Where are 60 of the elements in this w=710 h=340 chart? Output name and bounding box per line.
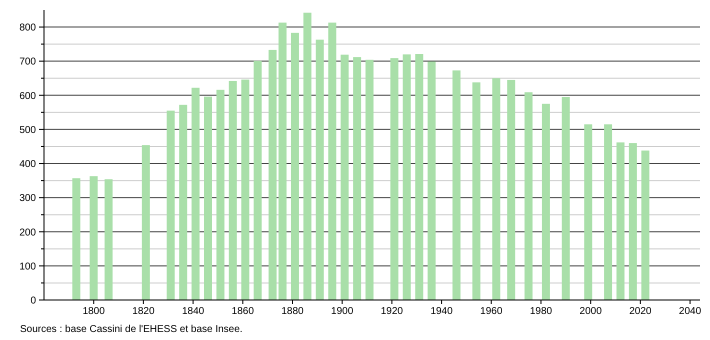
y-tick-label: 0 — [30, 296, 36, 306]
x-tick-label: 1840 — [182, 306, 205, 317]
x-tick-label: 1920 — [380, 306, 404, 317]
bar — [303, 12, 312, 300]
y-tick-label: 800 — [19, 22, 36, 34]
bar — [472, 82, 480, 300]
bar — [290, 32, 299, 300]
bar — [179, 104, 188, 300]
bar — [104, 179, 113, 300]
bar — [216, 90, 224, 300]
bar — [254, 60, 262, 300]
y-tick-label: 300 — [19, 193, 36, 204]
bar — [268, 50, 277, 300]
y-tick-label: 100 — [19, 261, 36, 272]
bar — [390, 58, 398, 300]
bar — [328, 22, 336, 300]
bar — [316, 40, 324, 300]
bar — [340, 54, 349, 300]
bar — [353, 57, 362, 300]
y-tick-label: 400 — [19, 159, 36, 170]
bar — [628, 143, 637, 300]
bar — [72, 178, 80, 300]
bar — [542, 104, 550, 300]
y-tick-label: 200 — [19, 227, 36, 238]
x-tick-label: 2020 — [629, 306, 652, 317]
bar — [492, 78, 500, 300]
bar — [524, 92, 533, 300]
bar — [402, 54, 411, 300]
x-tick-label: 1980 — [530, 306, 553, 317]
x-tick-label: 1860 — [232, 306, 254, 317]
bar — [142, 145, 150, 300]
x-tick-label: 1900 — [331, 306, 354, 317]
bar — [641, 150, 650, 300]
x-tick-label: 1960 — [480, 306, 503, 317]
x-tick-label: 2040 — [678, 306, 702, 317]
bar — [584, 124, 592, 300]
y-tick-label: 700 — [19, 56, 36, 68]
x-tick-label: 1800 — [82, 306, 106, 317]
bar — [166, 110, 175, 300]
bar — [228, 80, 237, 300]
x-tick-label: 1820 — [132, 306, 155, 317]
x-tick-label: 1940 — [430, 306, 454, 317]
y-tick-label: 600 — [19, 90, 36, 102]
bar — [507, 80, 516, 300]
bar — [192, 88, 200, 300]
bar — [204, 96, 212, 300]
bar — [415, 54, 424, 300]
bar — [366, 60, 374, 300]
source-note: Sources : base Cassini de l'EHESS et base Insee. — [20, 324, 243, 335]
bar — [90, 176, 98, 300]
bar — [616, 142, 624, 300]
y-tick-label: 500 — [19, 124, 36, 136]
bar — [428, 62, 436, 300]
bar — [278, 22, 287, 300]
x-tick-label: 1880 — [281, 306, 304, 317]
x-tick-label: 2000 — [580, 306, 602, 317]
bar — [562, 97, 570, 300]
bar — [452, 70, 460, 300]
bar — [604, 124, 612, 300]
bar — [241, 80, 250, 300]
